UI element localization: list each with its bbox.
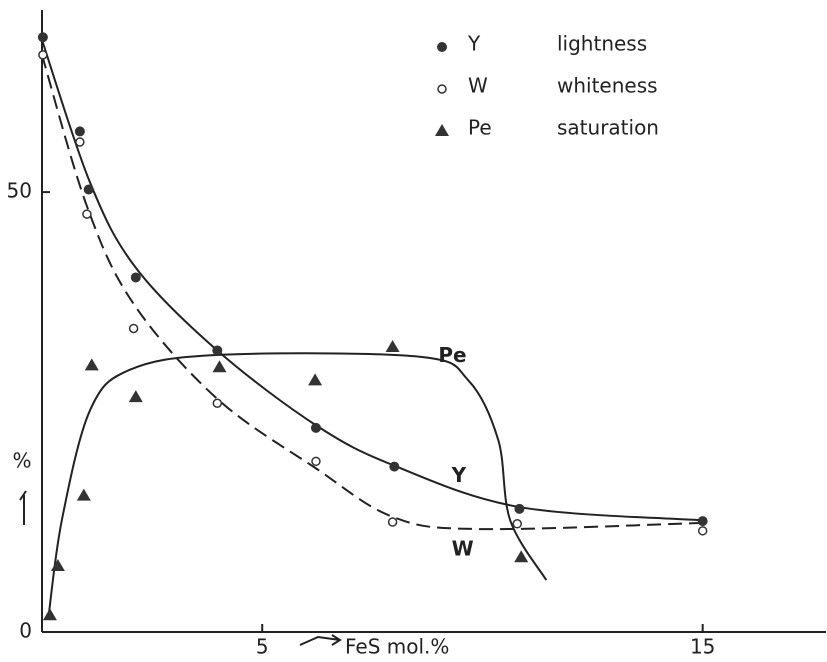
y-arrow (19, 490, 27, 525)
triangle-marker (308, 373, 323, 386)
filled-marker (212, 345, 223, 356)
triangle-marker (514, 550, 529, 563)
open-marker (38, 50, 48, 60)
open-marker (212, 398, 223, 409)
x-tick-label: 15 (690, 635, 715, 659)
fit-curve (41, 39, 703, 522)
triangle-marker (212, 360, 227, 373)
filled-marker (310, 422, 321, 433)
legend-marker (437, 42, 447, 52)
triangle-marker (42, 608, 57, 621)
curve-label: W (452, 537, 474, 561)
filled-marker (389, 461, 400, 472)
open-marker (311, 456, 321, 467)
triangle-marker (50, 559, 65, 572)
fit-curve (41, 54, 703, 531)
open-marker (128, 323, 139, 334)
filled-marker (74, 126, 85, 137)
legend-label: whiteness (557, 74, 658, 98)
open-marker (387, 517, 398, 527)
open-marker (75, 137, 85, 147)
curve-label: Pe (438, 343, 466, 367)
legend-symbol: Pe (468, 116, 492, 140)
legend-symbol: W (468, 74, 488, 98)
y-label: % (12, 449, 31, 473)
legend-symbol: Y (467, 32, 481, 56)
filled-marker (514, 503, 525, 514)
open-marker (697, 526, 708, 536)
x-arrow (299, 634, 342, 646)
triangle-marker (76, 488, 91, 501)
y-tick-label: 50 (7, 179, 32, 203)
x-label: FeS mol.% (345, 635, 449, 659)
legend-marker (435, 124, 449, 136)
curve-label: Y (451, 463, 467, 487)
legend-marker (437, 84, 447, 94)
triangle-marker (385, 339, 400, 352)
legend-label: lightness (557, 32, 647, 56)
filled-marker (37, 32, 48, 43)
filled-marker (83, 184, 94, 195)
legend-label: saturation (557, 116, 659, 140)
open-marker (82, 209, 92, 219)
filled-marker (130, 272, 141, 283)
triangle-marker (84, 358, 99, 371)
triangle-marker (128, 390, 143, 403)
fit-curve (47, 352, 548, 620)
y-tick-label: 0 (19, 619, 32, 643)
filled-marker (697, 516, 708, 527)
x-tick-label: 5 (256, 635, 269, 659)
open-marker (512, 519, 522, 529)
